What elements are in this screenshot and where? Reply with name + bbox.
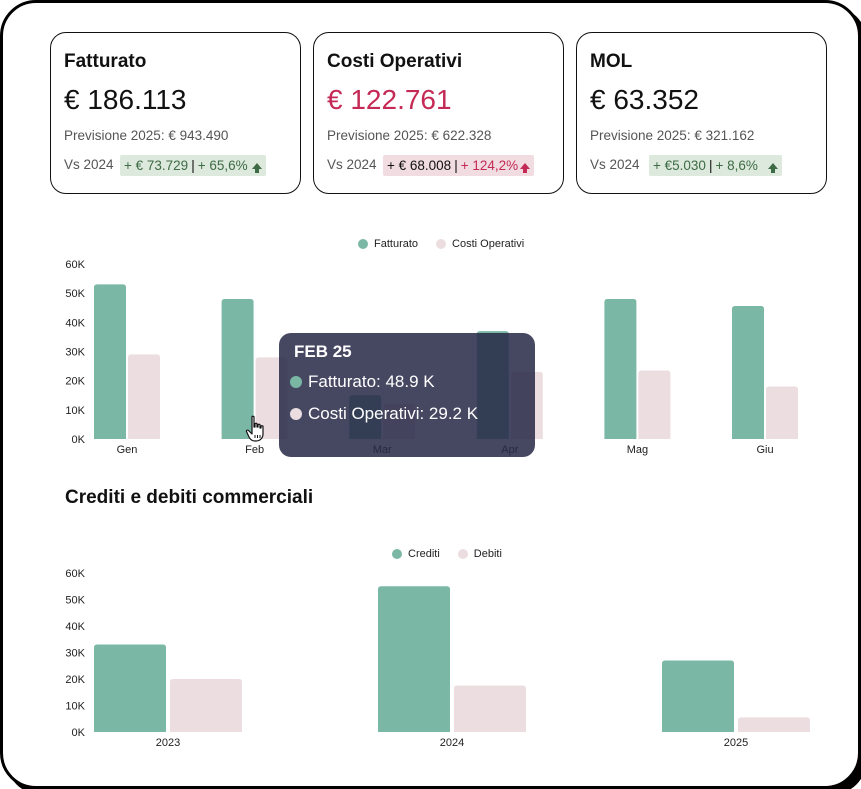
kpi-delta-badge: + € 73.729 | + 65,6%	[120, 155, 266, 176]
delta-percent: + 8,6%	[715, 158, 758, 173]
x-tick-label: Mag	[627, 444, 648, 456]
chart1-legend: Fatturato Costi Operativi	[358, 238, 542, 250]
legend-label: Debiti	[473, 548, 502, 560]
kpi-card-fatturato[interactable]: Fatturato € 186.113 Previsione 2025: € 9…	[50, 32, 301, 194]
kpi-delta-badge: + €5.030 | + 8,6%	[649, 155, 782, 176]
arrow-up-icon	[767, 163, 778, 173]
tooltip-dot-costi	[290, 408, 302, 420]
x-tick-label: Giu	[756, 444, 773, 456]
hand-cursor-icon	[245, 415, 264, 442]
kpi-title: Fatturato	[64, 51, 147, 72]
bar-crediti-2025[interactable]	[662, 660, 734, 732]
kpi-forecast: Previsione 2025: € 321.162	[590, 128, 755, 143]
y-tick-label: 30K	[65, 347, 85, 359]
delta-absolute: + €5.030	[653, 158, 706, 173]
delta-separator: |	[708, 158, 713, 173]
legend-item-crediti[interactable]: Crediti	[392, 548, 440, 560]
kpi-title: MOL	[590, 51, 633, 72]
bar-costi-operativi-giu[interactable]	[766, 386, 798, 440]
legend-dot-fatturato	[358, 239, 368, 249]
bar-crediti-2024[interactable]	[378, 586, 450, 732]
delta-percent: + 65,6%	[197, 158, 248, 173]
delta-percent: + 124,2%	[460, 158, 519, 173]
bar-fatturato-gen[interactable]	[94, 284, 126, 439]
tooltip-row-costi: Costi Operativi: 29.2 K	[290, 404, 478, 424]
x-tick-label: Gen	[117, 444, 138, 456]
tooltip-dot-fatturato	[290, 376, 302, 388]
delta-separator: |	[454, 158, 458, 173]
y-tick-label: 40K	[65, 621, 85, 633]
bar-fatturato-feb[interactable]	[221, 299, 254, 439]
y-tick-label: 0K	[72, 727, 86, 739]
legend-dot-crediti	[392, 549, 402, 559]
legend-item-fatturato[interactable]: Fatturato	[358, 238, 418, 250]
y-tick-label: 0K	[72, 434, 86, 446]
arrow-up-icon	[520, 163, 531, 173]
delta-absolute: + € 68.008	[387, 158, 452, 173]
arrow-up-icon	[251, 163, 262, 173]
kpi-value: € 122.761	[327, 84, 452, 115]
delta-separator: |	[191, 158, 195, 173]
legend-label: Crediti	[408, 548, 440, 560]
tooltip-text: Costi Operativi: 29.2 K	[308, 404, 479, 423]
tooltip-title: FEB 25	[294, 342, 352, 361]
legend-label: Costi Operativi	[452, 238, 525, 250]
kpi-value: € 63.352	[590, 84, 699, 115]
kpi-card-costi-operativi[interactable]: Costi Operativi € 122.761 Previsione 202…	[313, 32, 564, 194]
bar-debiti-2024[interactable]	[454, 685, 526, 732]
kpi-vs-label: Vs 2024	[327, 157, 377, 172]
bar-crediti-2023[interactable]	[94, 644, 166, 732]
kpi-forecast: Previsione 2025: € 622.328	[327, 128, 492, 143]
chart-tooltip: FEB 25 Fatturato: 48.9 K Costi Operativi…	[279, 333, 535, 457]
legend-dot-costi	[436, 239, 447, 249]
y-tick-label: 10K	[65, 701, 85, 713]
bar-debiti-2025[interactable]	[738, 717, 810, 732]
x-tick-label: Feb	[245, 444, 264, 456]
kpi-forecast: Previsione 2025: € 943.490	[64, 128, 229, 143]
x-tick-label: 2024	[440, 737, 464, 749]
bar-fatturato-mag[interactable]	[604, 299, 637, 439]
y-tick-label: 60K	[65, 259, 85, 271]
legend-item-costi-operativi[interactable]: Costi Operativi	[436, 238, 524, 250]
y-tick-label: 50K	[65, 288, 85, 300]
y-tick-label: 60K	[65, 568, 85, 580]
y-tick-label: 30K	[65, 648, 85, 660]
bar-fatturato-giu[interactable]	[732, 306, 764, 439]
y-tick-label: 20K	[65, 376, 85, 388]
bar-debiti-2023[interactable]	[170, 679, 242, 732]
kpi-delta-badge: + € 68.008 | + 124,2%	[383, 155, 535, 176]
x-tick-label: 2023	[156, 737, 180, 749]
delta-absolute: + € 73.729	[124, 158, 189, 173]
kpi-vs-label: Vs 2024	[590, 157, 640, 172]
legend-dot-debiti	[457, 549, 468, 559]
y-tick-label: 50K	[65, 595, 85, 607]
kpi-value: € 186.113	[64, 84, 187, 115]
section-title: Crediti e debiti commerciali	[65, 487, 314, 508]
bar-costi-operativi-mag[interactable]	[638, 370, 671, 439]
kpi-vs-label: Vs 2024	[64, 157, 114, 172]
kpi-title: Costi Operativi	[327, 51, 463, 72]
legend-label: Fatturato	[374, 238, 419, 250]
bar-costi-operativi-gen[interactable]	[128, 354, 160, 439]
chart2-legend: Crediti Debiti	[392, 548, 520, 560]
y-tick-label: 40K	[65, 317, 85, 329]
y-tick-label: 20K	[65, 674, 85, 686]
y-tick-label: 10K	[65, 405, 85, 417]
legend-item-debiti[interactable]: Debiti	[457, 548, 502, 560]
tooltip-text: Fatturato: 48.9 K	[308, 372, 435, 391]
tooltip-row-fatturato: Fatturato: 48.9 K	[290, 372, 435, 392]
x-tick-label: 2025	[724, 737, 748, 749]
credits-debts-bar-chart: 0K 10K 20K 30K 40K 50K 60K 2023 2024 2025	[65, 568, 810, 749]
kpi-card-mol[interactable]: MOL € 63.352 Previsione 2025: € 321.162 …	[576, 32, 827, 194]
